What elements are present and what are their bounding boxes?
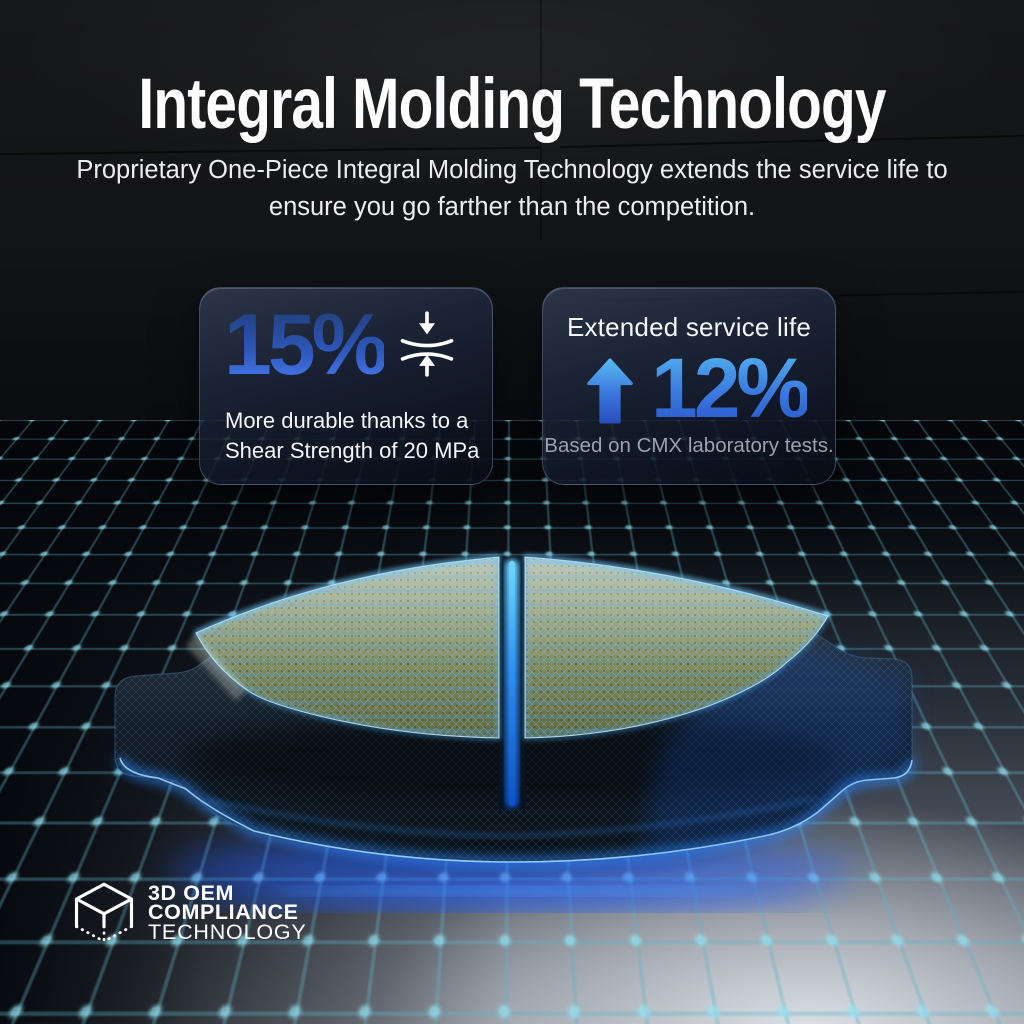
badge-text: 3D OEM COMPLIANCE TECHNOLOGY: [148, 881, 307, 944]
stat-card-service-life: Extended service life 12% Based on CMX l…: [542, 287, 836, 485]
page-subtitle: Proprietary One-Piece Integral Molding T…: [76, 156, 948, 221]
stat-card-durability: 15% More durable thanks to a Shear Stren…: [199, 287, 493, 485]
durability-value: 15%: [224, 297, 388, 393]
badge-line-2: COMPLIANCE: [148, 900, 299, 924]
service-life-caption: Based on CMX laboratory tests.: [544, 434, 834, 457]
dark-wall-backdrop: [0, 0, 1024, 470]
compliance-badge: 3D OEM COMPLIANCE TECHNOLOGY: [68, 876, 388, 966]
wireframe-cube-icon: [74, 882, 134, 943]
brake-pad-render: [114, 555, 916, 910]
up-arrow-icon: [587, 358, 633, 424]
header: Integral Molding Technology: [0, 64, 1024, 145]
service-life-stat-row: 12%: [543, 346, 835, 430]
durability-caption: More durable thanks to a Shear Strength …: [225, 408, 480, 464]
badge-line-1: 3D OEM: [148, 881, 235, 905]
service-life-title: Extended service life: [566, 312, 812, 342]
badge-line-3: TECHNOLOGY: [148, 920, 307, 944]
page-title: Integral Molding Technology: [138, 65, 886, 144]
compression-icon: [400, 311, 454, 377]
wall-seam: [540, 0, 542, 240]
service-life-value: 12%: [651, 341, 811, 435]
